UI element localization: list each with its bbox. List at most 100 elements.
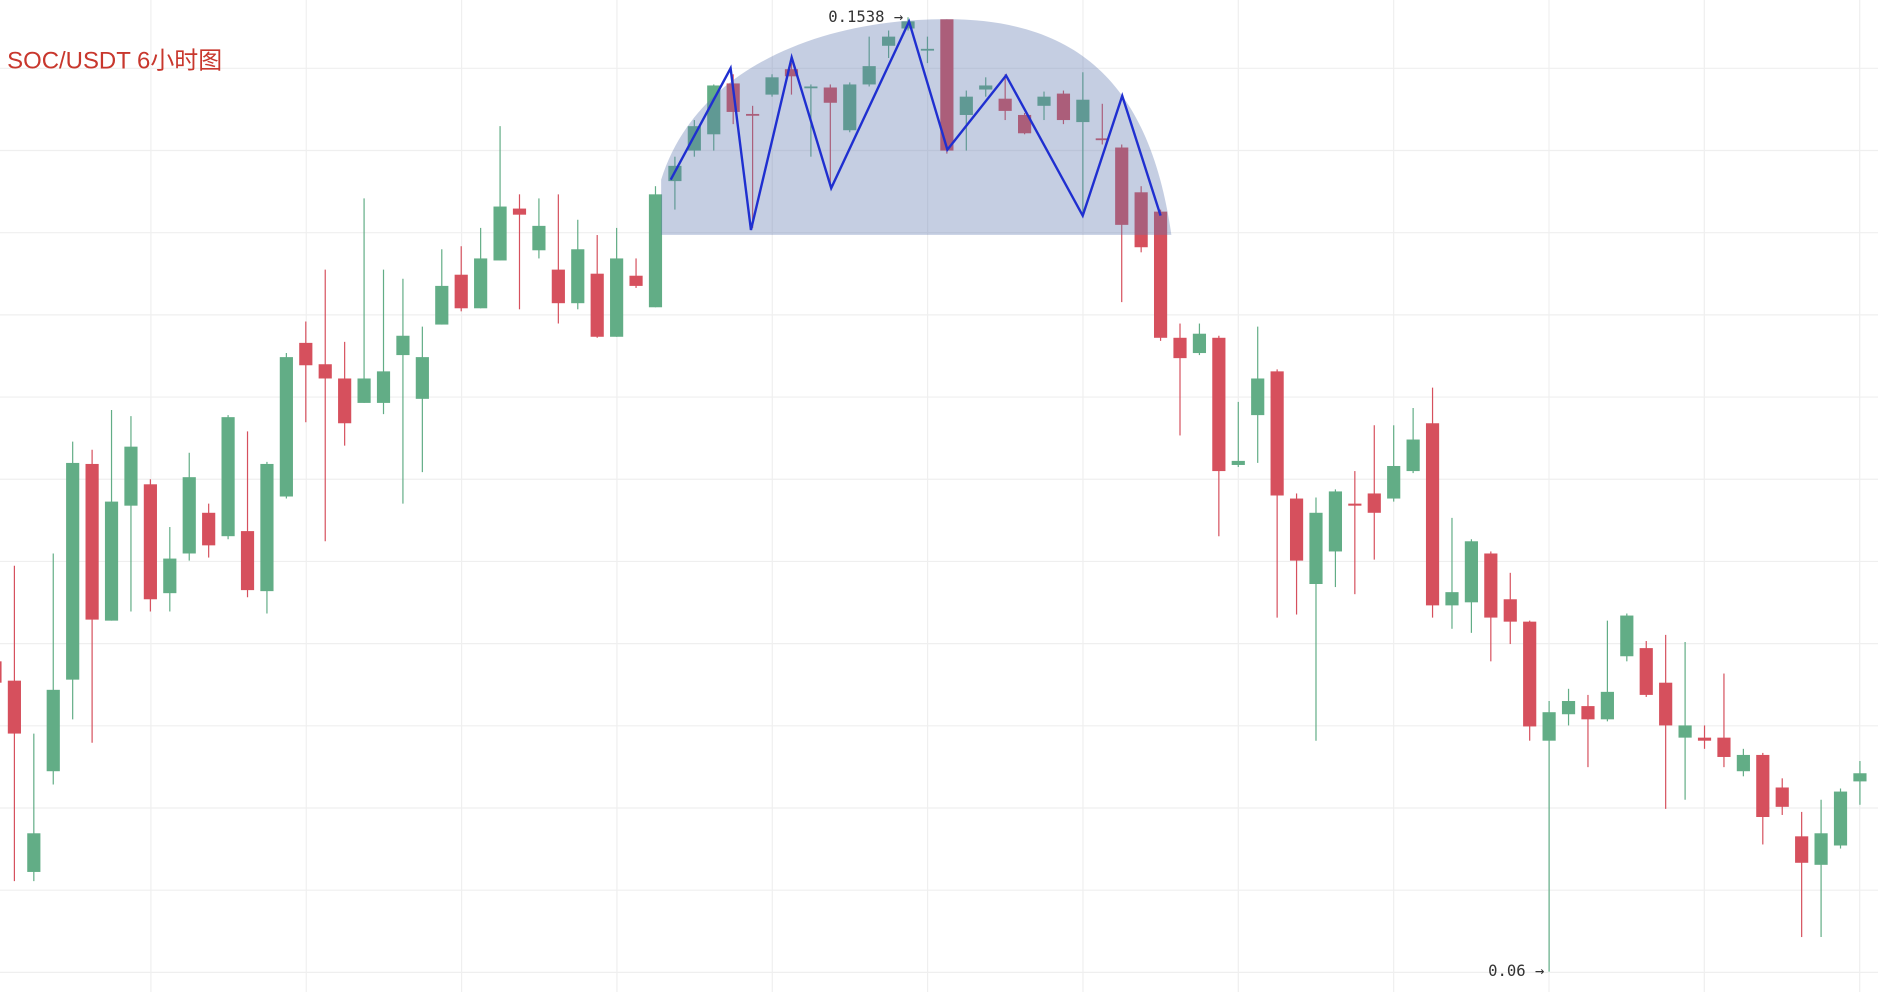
candle-body <box>299 342 313 366</box>
candle-body <box>279 357 293 497</box>
candle-body <box>1270 371 1284 496</box>
candle-body <box>1251 378 1265 416</box>
candle-body <box>1387 465 1401 499</box>
candle-body <box>979 85 993 90</box>
candle-body <box>396 335 410 356</box>
candle-body <box>1309 512 1323 585</box>
candle-body <box>1289 498 1304 561</box>
candle-body <box>1503 599 1517 622</box>
candle-body <box>338 378 352 424</box>
candle-body <box>27 833 41 872</box>
candle-body <box>1639 648 1653 695</box>
candle-body <box>823 87 837 103</box>
candle-body <box>843 84 857 131</box>
candle-body <box>1814 833 1828 865</box>
candle-body <box>7 680 21 734</box>
candle-body <box>66 462 80 680</box>
pattern-zigzag <box>669 18 1162 231</box>
chart-title: SOC/USDT 6小时图 <box>7 48 222 75</box>
candle-body <box>784 69 799 77</box>
candle-body <box>1056 93 1071 121</box>
candle-body <box>202 512 216 546</box>
candles <box>0 17 1867 972</box>
candle-body <box>182 477 196 554</box>
candle-body <box>163 558 177 594</box>
candle-body <box>610 258 624 337</box>
candle-body <box>648 194 663 308</box>
candle-body <box>1795 836 1809 863</box>
candle-body <box>1153 211 1168 338</box>
candle-body <box>532 225 546 251</box>
candle-body <box>1620 615 1634 657</box>
candle-body <box>1484 553 1498 618</box>
candle-body <box>1833 791 1848 846</box>
candle-body <box>1173 337 1187 359</box>
candle-body <box>318 364 332 379</box>
candle-body <box>1756 754 1770 818</box>
candle-body <box>124 446 138 506</box>
candle-body <box>1212 337 1226 472</box>
candle-body <box>920 48 935 51</box>
max-label: 0.1538 → <box>828 8 903 26</box>
candle-body <box>1659 682 1673 726</box>
candle-body <box>435 285 449 325</box>
candle-body <box>998 98 1012 111</box>
candle-body <box>940 19 954 151</box>
candle-body <box>571 249 585 304</box>
candle-body <box>1037 96 1051 106</box>
candle-body <box>1542 712 1556 741</box>
candle-body <box>1445 592 1459 606</box>
candle-body <box>474 258 488 309</box>
candle-body <box>1425 423 1440 606</box>
candle-body <box>1775 787 1789 807</box>
candle-body <box>1678 725 1692 738</box>
candle-body <box>1328 491 1343 552</box>
candle-body <box>882 36 896 46</box>
candle-body <box>1076 99 1090 123</box>
candle-body <box>1717 737 1731 757</box>
candle-body <box>959 96 973 115</box>
candle-body <box>1561 701 1576 715</box>
candle-body <box>862 66 876 85</box>
candle-body <box>512 208 527 215</box>
candle-body <box>46 689 60 772</box>
candle-body <box>1134 192 1148 248</box>
candle-body <box>1406 439 1420 472</box>
candle-body <box>1018 114 1032 134</box>
candle-body <box>707 85 721 135</box>
candle-body <box>1192 333 1207 354</box>
candle-body <box>551 269 565 304</box>
candle-body <box>1464 541 1478 603</box>
candle-body <box>415 357 429 399</box>
candle-body <box>221 417 235 537</box>
candle-body <box>1348 503 1362 506</box>
candle-body <box>376 371 391 403</box>
candle-body <box>260 463 274 592</box>
candle-body <box>629 275 643 286</box>
candle-body <box>104 501 119 621</box>
candle-body <box>746 113 760 116</box>
candle-body <box>240 531 255 591</box>
candle-body <box>1115 147 1129 225</box>
candle-body <box>590 273 604 337</box>
labels: 0.1538 → 0.06 → <box>828 8 1544 980</box>
candle-body <box>1367 493 1381 513</box>
candle-body <box>1523 621 1537 727</box>
candle-body <box>687 126 701 151</box>
candle-body <box>493 206 507 261</box>
candle-body <box>1095 138 1109 141</box>
candle-body <box>765 77 779 95</box>
candle-body <box>85 463 99 620</box>
candle-body <box>804 86 818 89</box>
candle-body <box>454 274 468 309</box>
candle-body <box>1600 691 1614 720</box>
candle-body <box>0 661 2 683</box>
candle-body <box>1231 460 1245 465</box>
candle-body <box>1581 706 1595 720</box>
candle-body <box>143 484 157 600</box>
candle-body <box>1853 773 1867 782</box>
candle-body <box>1736 754 1750 772</box>
